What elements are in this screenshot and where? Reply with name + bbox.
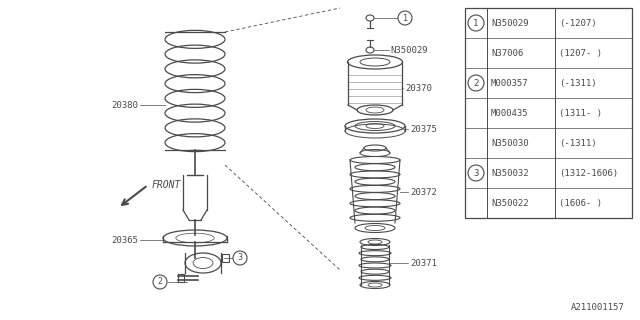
- Text: N350032: N350032: [491, 169, 529, 178]
- Text: 20371: 20371: [410, 259, 437, 268]
- Text: (-1207): (-1207): [559, 19, 596, 28]
- Text: 1: 1: [403, 13, 408, 22]
- Text: 3: 3: [237, 253, 243, 262]
- Text: 2: 2: [157, 277, 163, 286]
- Text: 20370: 20370: [405, 84, 432, 92]
- Text: A211001157: A211001157: [572, 303, 625, 312]
- Text: M000357: M000357: [491, 78, 529, 87]
- Text: (1207- ): (1207- ): [559, 49, 602, 58]
- Text: M000435: M000435: [491, 108, 529, 117]
- Text: 20372: 20372: [410, 188, 437, 196]
- Text: N350029: N350029: [390, 45, 428, 54]
- Text: (1311- ): (1311- ): [559, 108, 602, 117]
- Text: FRONT: FRONT: [152, 180, 181, 190]
- Text: 20380: 20380: [111, 100, 138, 109]
- Bar: [222, 254, 229, 262]
- Text: N350022: N350022: [491, 198, 529, 207]
- Bar: [465, 8, 632, 218]
- Text: (1312-1606): (1312-1606): [559, 169, 618, 178]
- Text: N37006: N37006: [491, 49, 524, 58]
- Text: 2: 2: [474, 78, 479, 87]
- Text: (-1311): (-1311): [559, 78, 596, 87]
- Text: 3: 3: [474, 169, 479, 178]
- Text: 1: 1: [474, 19, 479, 28]
- Text: 20375: 20375: [410, 124, 437, 133]
- Text: N350029: N350029: [491, 19, 529, 28]
- Text: (1606- ): (1606- ): [559, 198, 602, 207]
- Text: N350030: N350030: [491, 139, 529, 148]
- Text: (-1311): (-1311): [559, 139, 596, 148]
- Text: 20365: 20365: [111, 236, 138, 244]
